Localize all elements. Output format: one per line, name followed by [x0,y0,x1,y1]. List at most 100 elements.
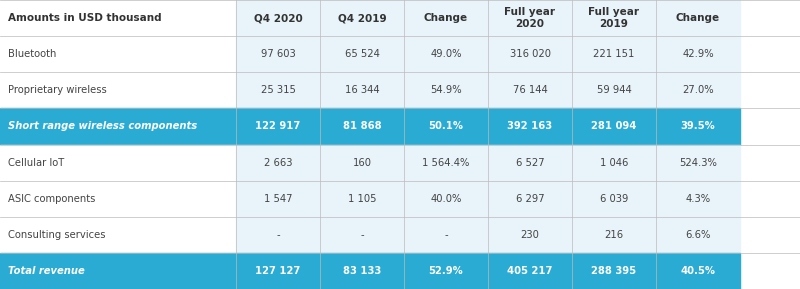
Text: 83 133: 83 133 [343,266,381,276]
Text: 4.3%: 4.3% [686,194,710,204]
Bar [656,144,740,181]
Text: 122 917: 122 917 [255,121,301,131]
Bar [488,181,572,217]
Text: 6.6%: 6.6% [686,230,710,240]
Text: 40.0%: 40.0% [430,194,462,204]
Bar [572,0,656,36]
Bar [0,108,236,144]
Bar [656,253,740,289]
Bar [236,36,320,72]
Bar [320,144,404,181]
Bar [404,144,488,181]
Bar [488,217,572,253]
Bar [404,108,488,144]
Bar [572,72,656,108]
Bar [0,217,236,253]
Text: Proprietary wireless: Proprietary wireless [8,85,106,95]
Bar [656,72,740,108]
Bar [488,0,572,36]
Bar [572,217,656,253]
Bar [236,181,320,217]
Text: 160: 160 [353,158,371,168]
Text: 127 127: 127 127 [255,266,301,276]
Text: 25 315: 25 315 [261,85,295,95]
Text: Short range wireless components: Short range wireless components [8,121,198,131]
Bar [656,0,740,36]
Text: 392 163: 392 163 [507,121,553,131]
Bar [320,108,404,144]
Bar [0,253,236,289]
Bar [572,36,656,72]
Bar [320,253,404,289]
Text: 49.0%: 49.0% [430,49,462,59]
Bar [404,253,488,289]
Text: ASIC components: ASIC components [8,194,95,204]
Bar [656,217,740,253]
Bar [656,36,740,72]
Text: 405 217: 405 217 [507,266,553,276]
Text: 524.3%: 524.3% [679,158,717,168]
Text: 230: 230 [521,230,539,240]
Bar [0,181,236,217]
Bar [572,253,656,289]
Bar [0,0,236,36]
Text: 316 020: 316 020 [510,49,550,59]
Text: 1 105: 1 105 [348,194,376,204]
Text: 65 524: 65 524 [345,49,379,59]
Text: 288 395: 288 395 [591,266,637,276]
Text: 39.5%: 39.5% [681,121,715,131]
Bar [572,144,656,181]
Text: 6 527: 6 527 [516,158,544,168]
Bar [404,72,488,108]
Bar [488,144,572,181]
Bar [572,108,656,144]
Text: Full year
2020: Full year 2020 [505,7,555,29]
Text: 50.1%: 50.1% [429,121,463,131]
Bar [0,144,236,181]
Text: 1 564.4%: 1 564.4% [422,158,470,168]
Text: 6 297: 6 297 [516,194,544,204]
Bar [404,181,488,217]
Text: Change: Change [676,13,720,23]
Bar [572,181,656,217]
Text: 97 603: 97 603 [261,49,295,59]
Bar [488,72,572,108]
Text: 52.9%: 52.9% [429,266,463,276]
Text: Total revenue: Total revenue [8,266,85,276]
Bar [236,144,320,181]
Bar [236,253,320,289]
Bar [236,72,320,108]
Text: 281 094: 281 094 [591,121,637,131]
Text: 216: 216 [605,230,623,240]
Text: Amounts in USD thousand: Amounts in USD thousand [8,13,162,23]
Text: 40.5%: 40.5% [681,266,715,276]
Text: 1 547: 1 547 [264,194,292,204]
Bar [656,108,740,144]
Text: -: - [276,230,280,240]
Bar [320,36,404,72]
Bar [404,217,488,253]
Text: -: - [360,230,364,240]
Text: Change: Change [424,13,468,23]
Bar [656,181,740,217]
Text: Full year
2019: Full year 2019 [589,7,639,29]
Text: 76 144: 76 144 [513,85,547,95]
Text: 54.9%: 54.9% [430,85,462,95]
Text: Q4 2019: Q4 2019 [338,13,386,23]
Bar [320,181,404,217]
Text: 2 663: 2 663 [264,158,292,168]
Text: Q4 2020: Q4 2020 [254,13,302,23]
Bar [488,253,572,289]
Text: 1 046: 1 046 [600,158,628,168]
Text: 6 039: 6 039 [600,194,628,204]
Bar [0,72,236,108]
Text: 221 151: 221 151 [594,49,634,59]
Text: Cellular IoT: Cellular IoT [8,158,64,168]
Text: Bluetooth: Bluetooth [8,49,56,59]
Text: 59 944: 59 944 [597,85,631,95]
Bar [320,217,404,253]
Bar [320,0,404,36]
Text: 27.0%: 27.0% [682,85,714,95]
Text: Consulting services: Consulting services [8,230,106,240]
Text: 81 868: 81 868 [342,121,382,131]
